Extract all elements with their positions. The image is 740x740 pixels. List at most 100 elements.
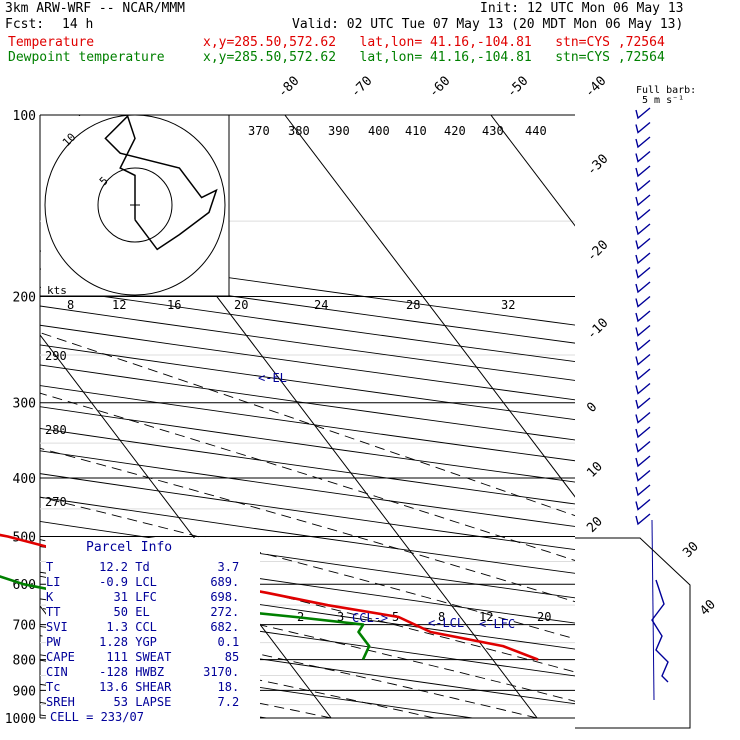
temperature-tick-label: -70 [348,74,375,101]
parcel-info-row: SREH 53 LAPSE 7.2 [46,695,260,710]
dry-adiabat-line [40,324,575,401]
pressure-tick-label: 300 [13,397,36,412]
speed-tick-label: 32 [501,298,515,312]
parcel-key: LCL [135,575,157,589]
parcel-key: SHEAR [135,680,172,694]
parcel-info-row: LI -0.9 LCL 689. [46,575,260,590]
wind-barb [635,223,651,236]
parcel-value: 53 [113,695,128,709]
wind-barb [635,194,651,207]
temperature-tick-label: 30 [680,539,702,561]
temperature-tick-label: 10 [584,459,606,481]
wind-barb [635,237,651,250]
init-time: Init: 12 UTC Mon 06 May 13 [480,1,684,16]
temperature-tick-label: -10 [584,316,611,343]
parcel-value: 682. [210,620,240,634]
right-edge-frame [575,537,691,729]
wind-barb [635,368,651,381]
parcel-key: SREH [46,695,75,709]
speed-tick-label: 12 [112,298,126,312]
wind-barb-staff [651,519,655,701]
theta-tick-label: 290 [45,349,67,363]
speed-tick-label: 28 [406,298,420,312]
dewpoint-legend-label: Dewpoint temperature [8,50,165,65]
parcel-value: 13.6 [99,680,128,694]
parcel-value: 3.7 [217,560,240,574]
wind-barb [635,179,651,192]
wind-barb [635,455,651,468]
parcel-key: SWEAT [135,650,172,664]
wind-barb [635,426,651,439]
model-title: 3km ARW-WRF -- NCAR/MMM [5,1,186,16]
theta-e-label: 390 [328,124,350,138]
parcel-info-rows: T 12.2 Td 3.7 LI -0.9 LCL 689. K 31 LFC 698. TT 50… [46,560,260,710]
wind-barb [635,208,651,221]
parcel-value: 111 [106,650,128,664]
temperature-profile [0,533,539,661]
parcel-value: 698. [210,590,240,604]
parcel-key: HWBZ [135,665,165,679]
theta-e-label: 400 [368,124,390,138]
wind-barb [635,310,651,323]
pressure-tick-label: 1000 [5,712,36,727]
el-annotation: <-EL [258,371,287,385]
dry-adiabat-line [40,496,575,574]
parcel-info-row: SVI 1.3 CCL 682. [46,620,260,635]
parcel-value: 31 [113,590,128,604]
pressure-tick-label: 800 [13,654,36,669]
parcel-value: 18. [217,680,240,694]
theta-e-label: 380 [288,124,310,138]
parcel-value: -0.9 [99,575,128,589]
hodograph-unit-label: kts [47,284,67,297]
speed-tick-label: 24 [314,298,328,312]
valid-time: Valid: 02 UTC Tue 07 May 13 (20 MDT Mon … [292,17,684,32]
temperature-tick-label: 0 [584,400,600,416]
wind-barb [635,382,651,395]
parcel-key: EL [135,605,150,619]
parcel-key: CCL [135,620,157,634]
wind-barb [635,353,651,366]
wind-barb [635,411,651,424]
temperature-legend-info: x,y=285.50,572.62 lat,lon= 41.16,-104.81… [203,35,665,50]
wind-barb [635,136,651,149]
theta-tick-label: 280 [45,423,67,437]
wind-barb [635,252,651,265]
mixing-ratio-label: 8 [438,610,445,624]
theta-e-label: 440 [525,124,547,138]
parcel-info-title: Parcel Info [86,540,173,555]
wind-barb [635,339,651,352]
moist-adiabat-line [40,496,575,640]
parcel-key: SVI [46,620,68,634]
speed-tick-label: 8 [67,298,74,312]
wind-barb [635,513,651,526]
theta-e-label: 420 [444,124,466,138]
mixing-ratio-label: 12 [479,610,493,624]
wind-barb [635,281,651,294]
parcel-cell: CELL = 233/07 [50,710,144,724]
moist-adiabat-line [40,447,575,603]
theta-e-label: 410 [405,124,427,138]
parcel-key: LI [46,575,61,589]
dry-adiabat-line [40,521,575,599]
speed-tick-label: 16 [167,298,181,312]
parcel-key: Td [135,560,150,574]
parcel-key: CAPE [46,650,75,664]
dry-adiabat-line [40,305,575,381]
theta-tick-label: 270 [45,495,67,509]
mixing-ratio-label: 3 [337,610,344,624]
forecast-hour: 14 h [62,17,94,32]
lcl-annotation: <-LCL [428,616,464,630]
parcel-info-row: CAPE 111 SWEAT 85 [46,650,260,665]
wind-barb [635,324,651,337]
parcel-key: CIN [46,665,68,679]
dry-adiabat-line [40,286,575,363]
pressure-tick-label: 100 [13,109,36,124]
parcel-key: LAPSE [135,695,172,709]
isotherm-line [490,115,575,227]
hodograph-trace [104,114,218,251]
wind-barb [635,150,651,163]
theta-e-label: 430 [482,124,504,138]
temperature-tick-label: -30 [584,152,611,179]
parcel-value: 50 [113,605,128,619]
